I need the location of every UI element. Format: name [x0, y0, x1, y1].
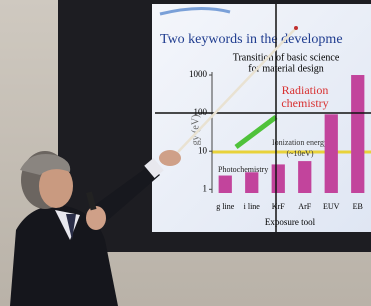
x-tick-label: KrF [272, 202, 285, 211]
bar [272, 164, 285, 193]
annotation: Photochemistry [218, 165, 268, 174]
x-tick-label: g line [216, 202, 234, 211]
pointer-tip [294, 26, 298, 30]
y-tick-label: 100 [194, 107, 208, 117]
annotation: Radiation [282, 83, 329, 97]
x-tick-label: EUV [323, 202, 340, 211]
x-tick-label: EB [353, 202, 363, 211]
x-tick-label: i line [244, 202, 261, 211]
bar [245, 172, 258, 193]
bar [351, 75, 364, 193]
bar [219, 176, 232, 193]
bar [325, 114, 338, 193]
x-tick-label: ArF [298, 202, 311, 211]
y-tick-label: 1000 [189, 69, 208, 79]
annotation: chemistry [281, 96, 328, 110]
slide-title: Two keywords in the developme [160, 32, 343, 47]
photo: Two keywords in the developme Transition… [0, 0, 371, 306]
bar [298, 161, 311, 193]
y-tick-label: 1 [203, 183, 208, 193]
annotation: Ionization energy [272, 138, 328, 147]
annotation: (~10eV) [287, 149, 314, 158]
y-tick-label: 10 [198, 145, 208, 155]
x-axis-label: Exposure tool [265, 217, 316, 227]
subtitle: Transition of basic science [233, 52, 340, 63]
